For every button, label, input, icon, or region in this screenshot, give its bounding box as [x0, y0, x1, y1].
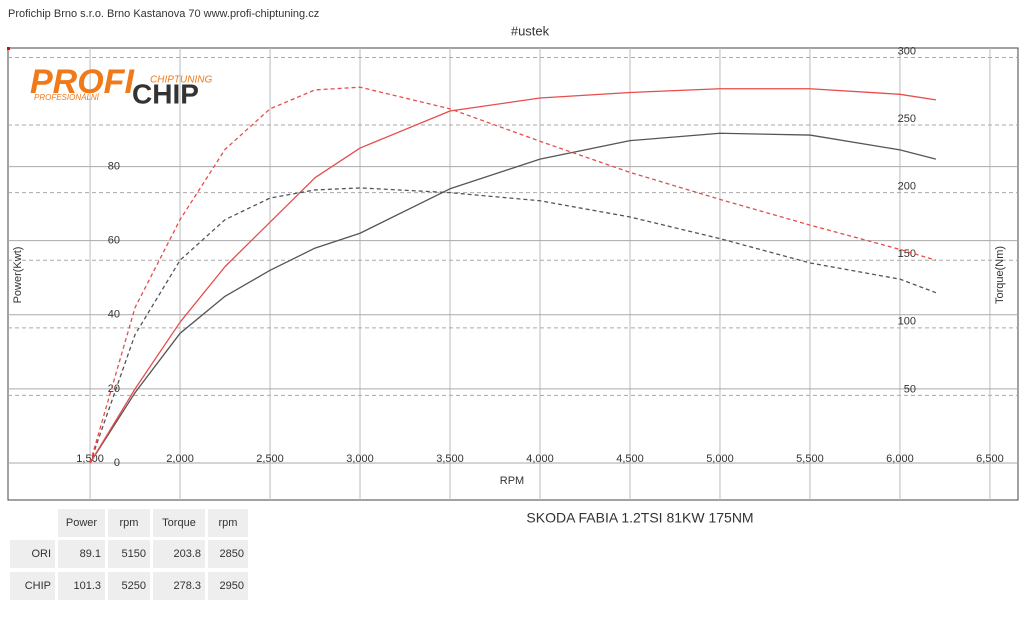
table-cell: [58, 572, 105, 600]
y-tick-label: 20: [108, 383, 120, 395]
logo-tag-top: CHIPTUNING: [150, 75, 212, 86]
table-cell: [153, 540, 205, 568]
table-header: Power: [66, 517, 98, 529]
plot-frame: [7, 47, 1019, 501]
x-tick-label: 2,500: [256, 453, 284, 465]
table-value: 101.3: [73, 580, 101, 592]
y2-axis-label: Torque(Nm): [994, 246, 1006, 304]
table-cell: [108, 509, 150, 537]
chart-subtitle: SKODA FABIA 1.2TSI 81KW 175NM: [526, 510, 753, 526]
y-tick-label: 80: [108, 160, 120, 172]
table-cell: [208, 509, 248, 537]
y2-tick-label: 50: [904, 383, 916, 395]
table-cell: [208, 572, 248, 600]
row-label: CHIP: [25, 580, 51, 592]
y2-tick-label: 200: [898, 181, 916, 193]
table-header: Torque: [162, 517, 196, 529]
logo-tag-bottom: PROFESIONÁLNÍ: [34, 93, 101, 102]
table-cell: [108, 572, 150, 600]
table-value: 2850: [220, 548, 244, 560]
table-cell: [10, 540, 55, 568]
table-value: 203.8: [173, 548, 201, 560]
table-cell: [58, 509, 105, 537]
series-line: [89, 187, 937, 464]
table-header: rpm: [120, 517, 139, 529]
series-line: [89, 132, 937, 464]
table-value: 5250: [122, 580, 146, 592]
table-cell: [208, 540, 248, 568]
y-axis-label: Power(Kwt): [12, 247, 24, 304]
x-tick-label: 2,000: [166, 453, 194, 465]
table-value: 5150: [122, 548, 146, 560]
summary-table: Power rpm Torque rpm ORI 89.1 5150 203.8 2850 CHI…: [10, 509, 248, 600]
x-tick-label: 4,500: [616, 453, 644, 465]
table-value: 2950: [220, 580, 244, 592]
table-cell: [153, 572, 205, 600]
series-line: [89, 88, 937, 464]
chart-title: #ustek: [511, 23, 550, 38]
series-line: [89, 86, 937, 464]
logo: PROFI CHIP CHIPTUNING PROFESIONÁLNÍ: [30, 63, 212, 109]
y-tick-label: 40: [108, 309, 120, 321]
y2-tick-label: 100: [898, 316, 916, 328]
corner-dot: [7, 47, 10, 50]
x-tick-label: 5,500: [796, 453, 824, 465]
x-tick-label: 6,000: [886, 453, 914, 465]
grid: [8, 48, 1018, 500]
row-label: ORI: [31, 548, 51, 560]
x-tick-label: 6,500: [976, 453, 1004, 465]
x-axis-label: RPM: [500, 475, 524, 487]
logo-main: PROFI: [30, 63, 135, 101]
x-tick-label: 4,000: [526, 453, 554, 465]
y-tick-label: 60: [108, 235, 120, 247]
table-cell: [58, 540, 105, 568]
table-header: rpm: [219, 517, 238, 529]
x-tick-label: 5,000: [706, 453, 734, 465]
logo-chip: CHIP: [132, 78, 199, 109]
table-cell: [153, 509, 205, 537]
header: Profichip Brno s.r.o. Brno Kastanova 70 …: [8, 8, 319, 20]
x-tick-label: 1,500: [76, 453, 104, 465]
x-tick-label: 3,000: [346, 453, 374, 465]
y-tick-label: 0: [114, 457, 120, 469]
y2-tick-label: 300: [898, 45, 916, 57]
x-tick-label: 3,500: [436, 453, 464, 465]
y2-tick-label: 250: [898, 113, 916, 125]
table-value: 278.3: [173, 580, 201, 592]
table-value: 89.1: [80, 548, 101, 560]
table-cell: [10, 572, 55, 600]
table-cell: [108, 540, 150, 568]
y2-tick-label: 150: [898, 248, 916, 260]
